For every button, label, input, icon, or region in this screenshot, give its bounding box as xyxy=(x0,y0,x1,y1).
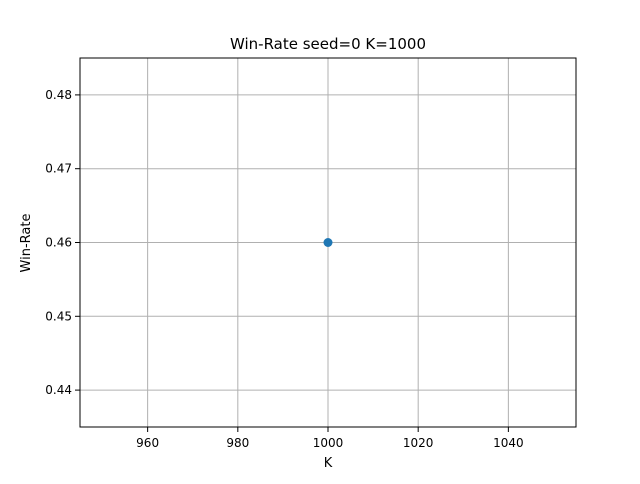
grid-lines xyxy=(80,58,576,427)
x-tick-label: 1000 xyxy=(313,436,344,450)
x-axis-ticks: 960 980 1000 1020 1040 xyxy=(136,427,524,450)
chart-title: Win-Rate seed=0 K=1000 xyxy=(230,35,426,53)
y-axis-ticks: 0.44 0.45 0.46 0.47 0.48 xyxy=(45,88,80,397)
y-tick-label: 0.46 xyxy=(45,236,72,250)
data-point xyxy=(323,238,333,247)
y-tick-label: 0.48 xyxy=(45,88,72,102)
x-tick-label: 1020 xyxy=(403,436,434,450)
y-axis-label: Win-Rate xyxy=(19,214,34,273)
y-tick-label: 0.44 xyxy=(45,383,72,397)
x-tick-label: 980 xyxy=(226,436,249,450)
x-axis-label: K xyxy=(324,456,333,471)
x-tick-label: 960 xyxy=(136,436,159,450)
x-tick-label: 1040 xyxy=(493,436,524,450)
data-points xyxy=(323,238,333,247)
y-tick-label: 0.45 xyxy=(45,309,72,323)
y-tick-label: 0.47 xyxy=(45,162,72,176)
